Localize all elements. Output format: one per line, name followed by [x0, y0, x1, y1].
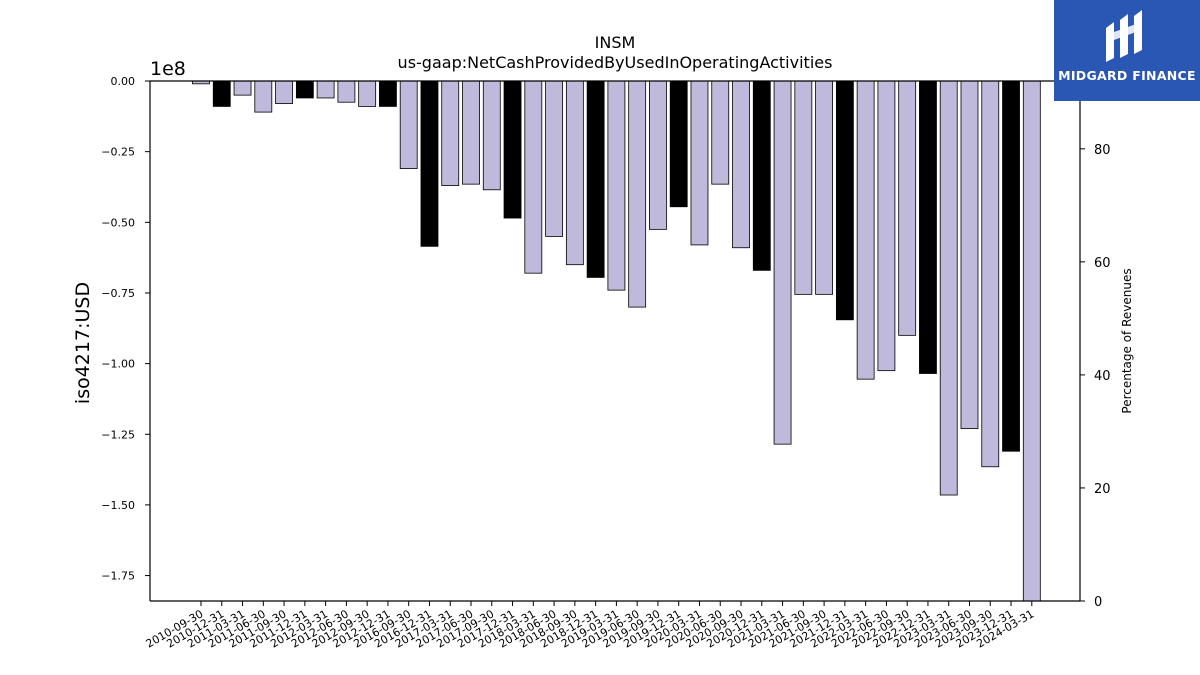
bar-2018-06-30: [545, 80, 563, 237]
y2-tick-label: 40: [1094, 369, 1111, 384]
offset-label: 1e8: [150, 58, 186, 80]
y2-axis-label: Percentage of Revenues: [1120, 268, 1134, 413]
bar-2023-09-30: [981, 80, 1000, 468]
bar-2020-03-31: [690, 80, 709, 246]
bar-2020-12-31: [752, 80, 771, 271]
bar-2023-03-31: [939, 80, 958, 496]
chart-subtitle: us-gaap:NetCashProvidedByUsedInOperating…: [398, 53, 833, 72]
bar-2012-03-31: [316, 80, 335, 99]
y-tick-label: −1.00: [101, 358, 135, 371]
y-tick-label: −1.50: [101, 499, 135, 512]
bar-2011-12-31: [295, 80, 314, 99]
y2-tick-label: 60: [1094, 256, 1111, 271]
y-tick-label: −0.25: [101, 146, 135, 159]
bar-2019-06-30: [628, 80, 647, 308]
bar-2011-06-30: [254, 80, 273, 113]
bar-2022-09-30: [898, 80, 917, 336]
bar-2012-09-30: [358, 80, 377, 107]
bar-2019-03-31: [607, 80, 626, 291]
bar-2017-12-31: [503, 80, 522, 219]
bar-2021-12-31: [835, 80, 854, 321]
bar-2012-06-30: [337, 80, 356, 103]
y-tick-label: −0.75: [101, 287, 135, 300]
bar-2018-03-31: [524, 80, 543, 274]
y2-tick-label: 20: [1094, 482, 1111, 497]
axes-group: 0.00 −0.25 −0.50 −0.75 −1.00 −1.25 −1.50 −1.75 0…: [101, 75, 1110, 651]
bar-2018-12-31: [586, 80, 605, 278]
bar-2021-03-31: [773, 80, 792, 445]
bar-2021-09-30: [815, 80, 833, 295]
y2-tick-label: 0: [1094, 595, 1102, 610]
chart-title: INSM: [595, 33, 636, 52]
bar-2016-09-30: [399, 80, 418, 170]
bar-2023-12-31: [1002, 80, 1020, 452]
y-tick-label: 0.00: [111, 75, 136, 88]
bar-2017-09-30: [482, 80, 501, 191]
logo-text: MIDGARD FINANCE: [1058, 68, 1196, 83]
y-tick-label: −1.75: [101, 570, 135, 583]
y-tick-label: −0.50: [101, 216, 135, 229]
midgard-logo-icon: [1106, 10, 1142, 62]
bar-2020-09-30: [732, 80, 750, 249]
bar-2023-06-30: [960, 80, 979, 430]
bar-2018-09-30: [565, 80, 584, 266]
y-tick-label: −1.25: [101, 428, 135, 441]
bars-group: [192, 80, 1041, 602]
bar-2016-12-31: [420, 80, 439, 247]
bar-2022-03-31: [856, 80, 875, 380]
bar-2022-12-31: [919, 80, 937, 374]
y2-tick-label: 80: [1094, 143, 1111, 158]
bar-2021-06-30: [794, 80, 813, 295]
bar-2019-12-31: [669, 80, 688, 208]
bar-2011-09-30: [275, 80, 293, 105]
bar-2020-06-30: [711, 80, 730, 185]
midgard-finance-logo: MIDGARD FINANCE: [1054, 0, 1200, 101]
y-axis-label: iso4217:USD: [72, 282, 94, 404]
bar-2024-03-31: [1022, 80, 1041, 602]
bar-2010-12-31: [212, 80, 231, 107]
bar-2011-03-31: [233, 80, 252, 96]
bar-2019-09-30: [649, 80, 667, 230]
bar-2022-06-30: [877, 80, 896, 372]
bar-2017-06-30: [462, 80, 480, 185]
bar-2012-12-31: [379, 80, 397, 107]
bar-2017-03-31: [441, 80, 460, 186]
